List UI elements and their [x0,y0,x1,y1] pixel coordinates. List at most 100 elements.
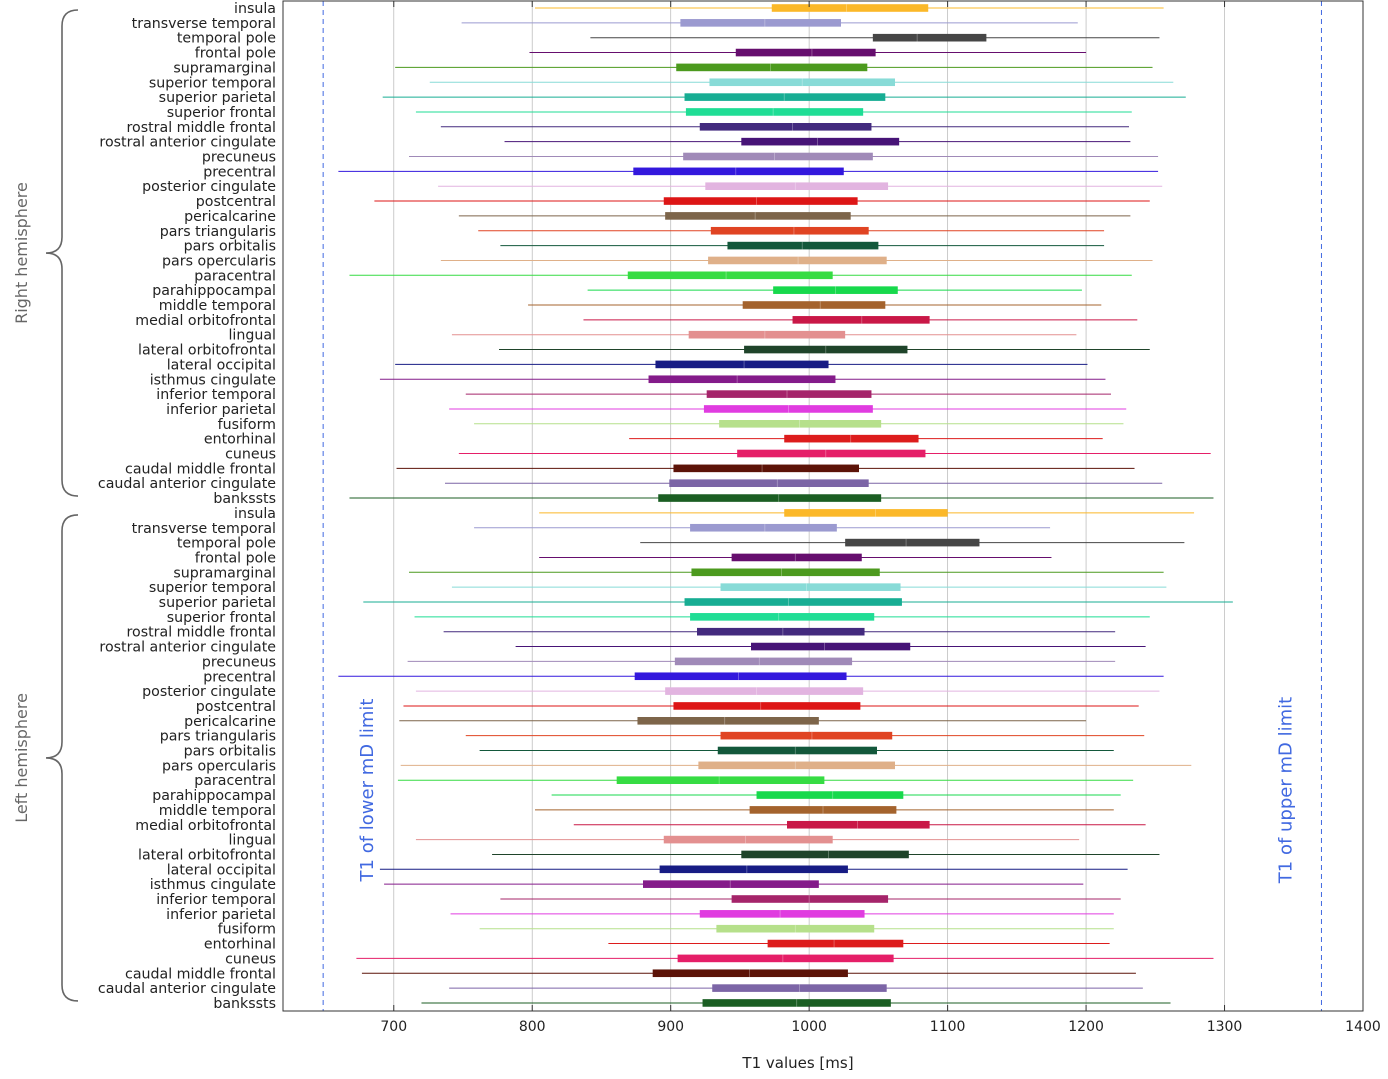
x-tick-label: 800 [519,1019,546,1035]
iqr-box [655,360,829,369]
box-1-26 [500,895,1121,903]
y-tick-label: cuneus [225,951,276,967]
x-tick-label: 1400 [1345,1019,1381,1035]
y-tick-label: rostral anterior cingulate [99,135,276,151]
group-brackets: Right hemisphere Left hemisphere [12,9,79,1002]
iqr-box [741,850,909,859]
y-tick-label: inferior parietal [166,907,276,923]
iqr-box [673,464,859,473]
box-1-8 [443,627,1116,636]
box-1-5 [451,583,1167,591]
box-0-16 [500,241,1105,250]
y-tick-label: posterior cingulate [142,684,276,700]
y-tick-label: lingual [228,833,276,849]
y-tick-label: entorhinal [204,432,276,448]
iqr-box [741,137,900,146]
y-tick-label: supramarginal [173,60,276,76]
y-tick-label: rostral middle frontal [127,120,276,136]
iqr-box [658,494,882,502]
box-0-5 [429,78,1174,87]
iqr-box [731,895,889,903]
box-1-16 [479,746,1114,755]
y-tick-label: frontal pole [195,550,276,566]
iqr-box [773,286,898,294]
y-tick-label: caudal middle frontal [125,966,276,982]
y-tick-label: fusiform [218,922,276,938]
iqr-box [706,390,872,398]
y-tick-label: superior temporal [149,75,276,91]
plot-frame [282,0,1364,1012]
y-tick-label: superior temporal [149,580,276,596]
iqr-box [690,523,837,532]
box-1-23 [492,850,1160,859]
iqr-box [627,271,833,280]
box-1-18 [397,776,1134,784]
box-1-21 [573,820,1146,829]
y-tick-label: isthmus cingulate [150,877,276,893]
iqr-box [683,152,873,161]
y-tick-label: medial orbitofrontal [135,818,276,834]
iqr-box [749,806,897,814]
iqr-box [699,910,865,918]
iqr-box [665,687,864,695]
box-0-1 [461,19,1078,27]
y-tick-label: lingual [228,328,276,344]
iqr-box [677,954,894,963]
box-1-13 [403,702,1139,710]
iqr-box [787,820,930,829]
y-tick-label: bankssts [213,996,276,1012]
box-1-12 [415,687,1160,695]
iqr-box [784,509,948,517]
y-tick-label: postcentral [196,194,276,210]
reference-line-label: T1 of upper mD limit [1275,697,1296,884]
box-1-22 [415,835,1080,844]
iqr-box [737,449,926,458]
box-0-7 [415,108,1132,116]
reference-line-label: T1 of lower mD limit [357,699,378,883]
iqr-box [751,642,911,651]
iqr-box [719,420,882,428]
box-0-15 [478,226,1105,235]
box-0-3 [529,48,1087,57]
box-0-11 [338,167,1159,176]
iqr-box [690,613,875,621]
box-1-17 [400,761,1192,770]
iqr-box [717,746,877,755]
box-0-9 [504,137,1131,146]
y-tick-label: transverse temporal [132,16,276,32]
iqr-box [673,702,861,710]
box-1-28 [479,924,1114,933]
y-tick-label: paracentral [194,268,276,284]
iqr-box [685,108,864,116]
box-1-3 [539,553,1052,562]
y-tick-label: precuneus [202,150,276,166]
x-tick-label: 1100 [930,1019,966,1035]
box-1-4 [409,568,1164,577]
box-1-19 [551,791,1121,799]
box-0-2 [590,33,1160,42]
iqr-box [720,731,893,740]
box-0-27 [449,405,1127,413]
y-tick-label: inferior temporal [156,387,276,403]
y-tick-label: middle temporal [159,803,276,819]
box-1-30 [356,954,1214,963]
box-0-33 [349,494,1214,502]
y-tick-label: caudal anterior cingulate [98,476,276,492]
iqr-box [634,672,847,681]
y-tick-label: temporal pole [177,31,276,47]
iqr-box [676,63,868,72]
iqr-box [663,835,833,844]
iqr-box [659,865,848,874]
box-1-1 [474,523,1051,532]
y-tick-label: entorhinal [204,937,276,953]
y-tick-label: insula [234,506,276,522]
y-tick-label: precentral [203,164,276,180]
y-tick-label: lateral orbitofrontal [138,847,276,863]
y-tick-label: posterior cingulate [142,179,276,195]
box-0-31 [396,464,1135,473]
y-tick-label: pars opercularis [162,758,276,774]
iqr-box [648,375,836,384]
box-0-29 [629,434,1103,443]
box-0-0 [535,4,1164,12]
y-tick-label: pericalcarine [184,714,276,730]
